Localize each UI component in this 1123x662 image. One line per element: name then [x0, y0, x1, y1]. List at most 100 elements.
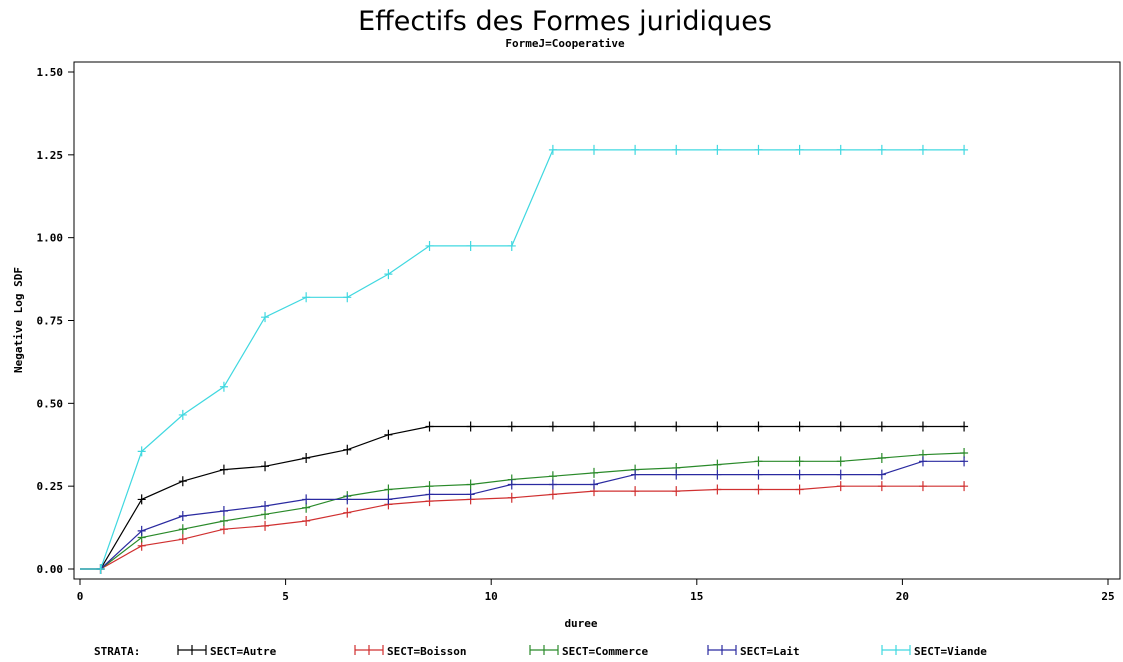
- y-axis-label: Negative Log SDF: [12, 267, 25, 373]
- data-point: [590, 144, 598, 155]
- y-tick-label: 1.25: [37, 149, 64, 162]
- legend-label: SECT=Autre: [210, 645, 277, 658]
- data-point: [713, 484, 722, 495]
- data-point: [836, 469, 845, 480]
- data-point: [507, 479, 516, 490]
- data-point: [425, 489, 434, 500]
- data-point: [178, 409, 187, 420]
- legend-label: SECT=Commerce: [562, 645, 648, 658]
- x-tick-label: 10: [485, 590, 498, 603]
- series-line: [80, 460, 965, 570]
- legend-item: SECT=Boisson: [354, 645, 466, 658]
- data-point: [631, 486, 640, 497]
- data-point: [836, 421, 845, 432]
- x-tick-label: 0: [77, 590, 84, 603]
- data-point: [795, 469, 804, 480]
- series-sect-viande: [80, 144, 969, 574]
- legend-title: STRATA:: [94, 645, 140, 658]
- data-point: [261, 461, 270, 472]
- data-point: [918, 481, 927, 492]
- data-point: [343, 494, 352, 505]
- data-point: [795, 456, 804, 467]
- data-point: [343, 444, 352, 455]
- data-point: [466, 479, 475, 490]
- series-line: [80, 452, 965, 570]
- chart-title: Effectifs des Formes juridiques: [358, 6, 772, 37]
- data-point: [425, 421, 434, 432]
- legend-label: SECT=Boisson: [387, 645, 466, 658]
- data-point: [631, 469, 640, 480]
- data-point: [754, 421, 763, 432]
- data-point: [590, 421, 598, 432]
- y-axis: 0.00 0.25 0.50 0.75 1.00 1.25 1.50: [37, 66, 74, 576]
- x-axis-label: duree: [564, 617, 597, 630]
- data-point: [877, 144, 886, 155]
- y-tick-label: 0.50: [37, 397, 64, 410]
- data-point: [713, 469, 722, 480]
- data-point: [960, 481, 969, 492]
- data-point: [507, 240, 516, 251]
- legend-item: SECT=Lait: [707, 645, 800, 658]
- data-point: [795, 144, 804, 155]
- data-point: [507, 421, 516, 432]
- data-point: [466, 421, 475, 432]
- data-point: [343, 292, 352, 303]
- data-point: [877, 453, 886, 464]
- data-point: [96, 564, 105, 574]
- data-point: [343, 507, 352, 518]
- data-point: [877, 481, 886, 492]
- series-line: [80, 425, 965, 570]
- data-point: [302, 494, 311, 505]
- chart-subtitle: FormeJ=Cooperative: [505, 37, 625, 50]
- data-point: [178, 476, 187, 487]
- data-point: [590, 467, 598, 478]
- data-point: [302, 453, 311, 464]
- data-point: [877, 421, 886, 432]
- data-point: [754, 144, 763, 155]
- data-point: [548, 489, 557, 500]
- x-tick-label: 20: [896, 590, 909, 603]
- data-point: [672, 486, 681, 497]
- data-point: [219, 464, 228, 475]
- data-point: [877, 469, 886, 480]
- legend-label: SECT=Lait: [740, 645, 800, 658]
- legend-item: SECT=Autre: [177, 645, 277, 658]
- x-tick-label: 5: [282, 590, 289, 603]
- data-point: [137, 494, 146, 505]
- data-point: [384, 494, 393, 505]
- data-point: [918, 456, 927, 467]
- data-point: [713, 144, 722, 155]
- series-layer: [80, 144, 969, 574]
- y-tick-label: 0.25: [37, 480, 64, 493]
- data-point: [754, 456, 763, 467]
- data-point: [754, 484, 763, 495]
- data-point: [261, 520, 270, 531]
- data-point: [507, 492, 516, 503]
- data-point: [795, 421, 804, 432]
- data-point: [672, 469, 681, 480]
- series-sect-autre: [80, 421, 969, 574]
- data-point: [631, 421, 640, 432]
- data-point: [918, 421, 927, 432]
- data-point: [918, 144, 927, 155]
- data-point: [836, 481, 845, 492]
- data-point: [384, 269, 393, 280]
- series-sect-lait: [80, 456, 969, 574]
- data-point: [672, 144, 681, 155]
- data-point: [836, 144, 845, 155]
- data-point: [219, 506, 228, 517]
- plot-frame: [73, 61, 1121, 580]
- series-line: [80, 149, 965, 570]
- data-point: [548, 421, 557, 432]
- data-point: [590, 479, 598, 490]
- data-point: [261, 312, 270, 323]
- data-point: [178, 534, 187, 545]
- x-axis: 0 5 10 15 20 25: [77, 579, 1115, 603]
- data-point: [137, 525, 146, 536]
- data-point: [178, 524, 187, 535]
- data-point: [219, 515, 228, 526]
- data-point: [466, 489, 475, 500]
- data-point: [713, 421, 722, 432]
